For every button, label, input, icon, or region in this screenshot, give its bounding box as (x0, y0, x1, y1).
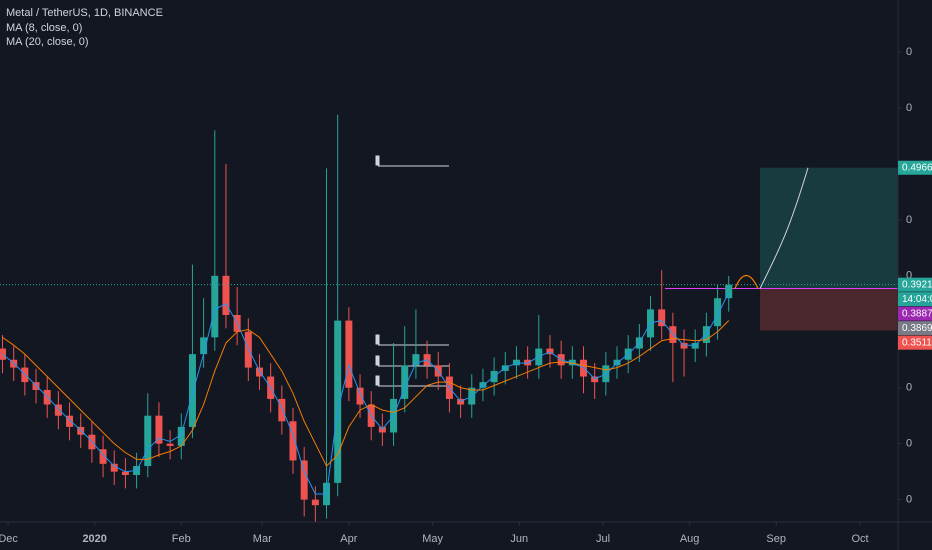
fib-drawings (375, 155, 449, 387)
price-label-bg (898, 335, 932, 350)
x-tick-label: 2020 (82, 533, 106, 545)
x-tick-label: Oct (851, 533, 868, 545)
candle-body (311, 499, 319, 506)
candle-body (110, 463, 118, 472)
candle-body (658, 309, 666, 327)
candle-body (166, 443, 174, 446)
price-label: 0.4966 (902, 162, 932, 173)
x-tick-label: Mar (253, 533, 272, 545)
candle-body (99, 449, 107, 464)
moving-average (2, 292, 730, 495)
candle-body (401, 365, 409, 399)
projection (759, 167, 809, 289)
price-label-bg (898, 160, 932, 175)
y-tick-label: 0 (906, 382, 912, 394)
candle-body (188, 354, 196, 427)
candle-body (356, 387, 364, 405)
candle-body (144, 415, 152, 467)
y-tick-label: 0 (906, 102, 912, 114)
candle-body (222, 275, 230, 315)
candle-body (200, 337, 208, 355)
countdown: 14:04:0 (902, 294, 932, 305)
chart-title: Metal / TetherUS, 1D, BINANCE (6, 7, 163, 19)
x-tick-label: Aug (680, 533, 700, 545)
candle-body (334, 320, 342, 483)
candle-body (345, 320, 353, 388)
candle-body (680, 342, 688, 349)
candle-body (546, 348, 554, 355)
candle-body (725, 284, 733, 299)
price-label: 0.3887 (902, 308, 932, 319)
x-tick-label: Sep (766, 533, 786, 545)
x-tick-label: Dec (0, 533, 18, 545)
candle-body (177, 426, 185, 446)
x-tick-label: Feb (172, 533, 191, 545)
candle-body (255, 367, 263, 377)
candle-body (714, 298, 722, 327)
y-tick-label: 0 (906, 494, 912, 506)
y-tick-label: 0 (906, 46, 912, 58)
candle-body (512, 359, 520, 366)
candle-body (155, 415, 163, 444)
candle-body (691, 342, 699, 349)
position-target-zone (760, 167, 898, 289)
x-tick-label: May (422, 533, 443, 545)
y-tick-label: 0 (906, 270, 912, 282)
price-label: 0.3921 (902, 279, 932, 290)
indicator-label: MA (20, close, 0) (6, 36, 89, 48)
candle-body (54, 404, 62, 416)
candle-body (278, 398, 286, 422)
price-label: 0.3511 (902, 337, 932, 348)
x-tick-label: Apr (340, 533, 357, 545)
y-tick-label: 0 (906, 214, 912, 226)
candle-body (568, 359, 576, 366)
candle-body (412, 354, 420, 366)
plot-area (0, 114, 898, 522)
y-tick-label: 0 (906, 438, 912, 450)
moving-average (2, 320, 730, 467)
countdown-bg (898, 292, 932, 307)
indicator-label: MA (8, close, 0) (6, 22, 82, 34)
candle-body (289, 421, 297, 461)
candle-body (457, 398, 465, 405)
price-label-bg (898, 306, 932, 321)
x-tick-label: Jun (510, 533, 528, 545)
candle-body (66, 415, 74, 427)
candle-body (121, 471, 129, 476)
price-label: 0.3869 (902, 323, 932, 334)
candle-body (300, 460, 308, 500)
price-label-bg (898, 277, 932, 292)
x-tick-label: Jul (596, 533, 610, 545)
price-label-bg (898, 321, 932, 336)
candle-body (591, 376, 599, 383)
candle-body (211, 275, 219, 338)
position-stop-zone (760, 288, 898, 331)
